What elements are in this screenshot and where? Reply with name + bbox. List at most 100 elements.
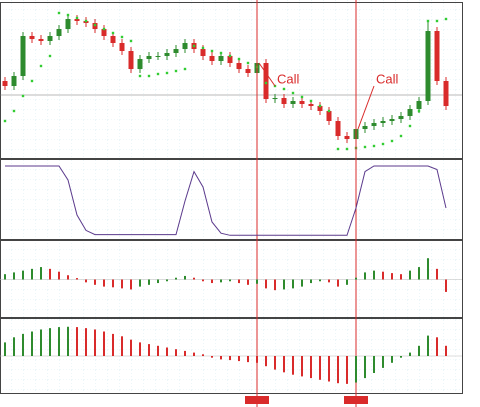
histogram-bar	[301, 279, 303, 287]
histogram-bar	[40, 267, 42, 280]
candle-body	[299, 101, 305, 104]
histogram-bar	[112, 279, 114, 288]
candle-body	[380, 121, 386, 123]
histogram-bar	[130, 339, 132, 356]
candle-body	[308, 104, 314, 106]
histogram-bar	[211, 279, 213, 284]
sar-dot	[381, 142, 385, 146]
candle-body	[47, 36, 53, 41]
sar-dot	[210, 49, 214, 53]
candle-body	[425, 31, 431, 101]
sar-dot	[21, 94, 25, 98]
candle-body	[128, 51, 134, 69]
sar-dot	[246, 61, 250, 65]
histogram-bar	[229, 356, 231, 361]
sar-dot	[219, 51, 223, 55]
histogram-bar	[355, 277, 357, 280]
histogram-bar	[112, 333, 114, 356]
histogram-bar	[328, 356, 330, 382]
sar-dot	[336, 147, 340, 151]
signal-time-box	[245, 396, 269, 404]
histogram-bar	[265, 356, 267, 367]
candle-body	[281, 98, 287, 104]
stochastic-panel	[0, 159, 463, 240]
candle-body	[200, 49, 206, 56]
histogram-bar	[76, 278, 78, 280]
sar-dot	[12, 109, 16, 113]
histogram-bar	[436, 268, 438, 280]
sar-dot	[39, 64, 43, 68]
histogram-bar	[103, 331, 105, 356]
candle-body	[74, 19, 80, 21]
histogram-bar	[382, 356, 384, 368]
sar-dot	[264, 81, 268, 85]
sar-dot	[300, 95, 304, 99]
histogram-bar	[337, 279, 339, 287]
histogram-bar	[382, 271, 384, 280]
sar-dot	[192, 44, 196, 48]
sar-dot	[435, 19, 439, 23]
sar-dot	[417, 109, 421, 113]
histogram-bar	[94, 279, 96, 285]
candle-body	[2, 81, 8, 86]
sar-dot	[84, 19, 88, 23]
histogram-bar	[346, 356, 348, 384]
sar-dot	[129, 39, 133, 43]
histogram-bar	[436, 337, 438, 356]
sar-dot	[372, 144, 376, 148]
sar-dot	[3, 119, 7, 123]
histogram-bar	[4, 274, 6, 280]
histogram-bar	[445, 345, 447, 356]
candle-body	[317, 106, 323, 111]
histogram-bar	[373, 356, 375, 373]
histogram-bar	[274, 279, 276, 291]
histogram-bar	[175, 349, 177, 356]
candle-body	[11, 76, 17, 86]
histogram-bar	[310, 279, 312, 284]
candle-body	[389, 119, 395, 121]
candle-body	[29, 36, 35, 39]
histogram-bar	[247, 279, 249, 285]
sar-dot	[93, 23, 97, 27]
histogram-bar	[40, 329, 42, 356]
sar-dot	[174, 69, 178, 73]
histogram-bar	[193, 352, 195, 356]
sar-dot	[327, 109, 331, 113]
histogram-bar	[58, 327, 60, 356]
sar-dot	[444, 17, 448, 21]
main-panel	[0, 2, 463, 159]
histogram-bar	[292, 279, 294, 289]
histogram-bar	[274, 356, 276, 370]
histogram-bar	[301, 356, 303, 377]
candle-body	[227, 56, 233, 63]
candle-body	[398, 116, 404, 119]
signal-label: Call	[277, 71, 300, 86]
histogram-bar	[400, 356, 402, 358]
candle-body	[110, 36, 116, 43]
histogram-bar	[409, 352, 411, 356]
histogram-bar	[157, 279, 159, 284]
histogram-bar	[364, 272, 366, 280]
sar-dot	[282, 87, 286, 91]
histogram-bar	[256, 279, 258, 284]
candle-body	[173, 49, 179, 53]
candle-body	[218, 56, 224, 61]
histogram-bar	[202, 279, 204, 282]
sar-dot	[291, 91, 295, 95]
signal-arrow	[258, 62, 276, 87]
histogram-bar	[31, 331, 33, 356]
histogram-bar	[265, 279, 267, 289]
candle-body	[119, 43, 125, 51]
histogram-bar	[166, 347, 168, 356]
histogram-bar	[13, 337, 15, 356]
histogram-bar	[22, 333, 24, 356]
candle-body	[272, 98, 278, 99]
candle-body	[56, 29, 62, 36]
histogram-bar	[184, 275, 186, 280]
candle-body	[407, 109, 413, 116]
candle-body	[263, 63, 269, 99]
histogram-bar	[148, 279, 150, 285]
histogram-bar	[364, 356, 366, 379]
candle-body	[101, 29, 107, 36]
histogram-bar	[400, 274, 402, 280]
